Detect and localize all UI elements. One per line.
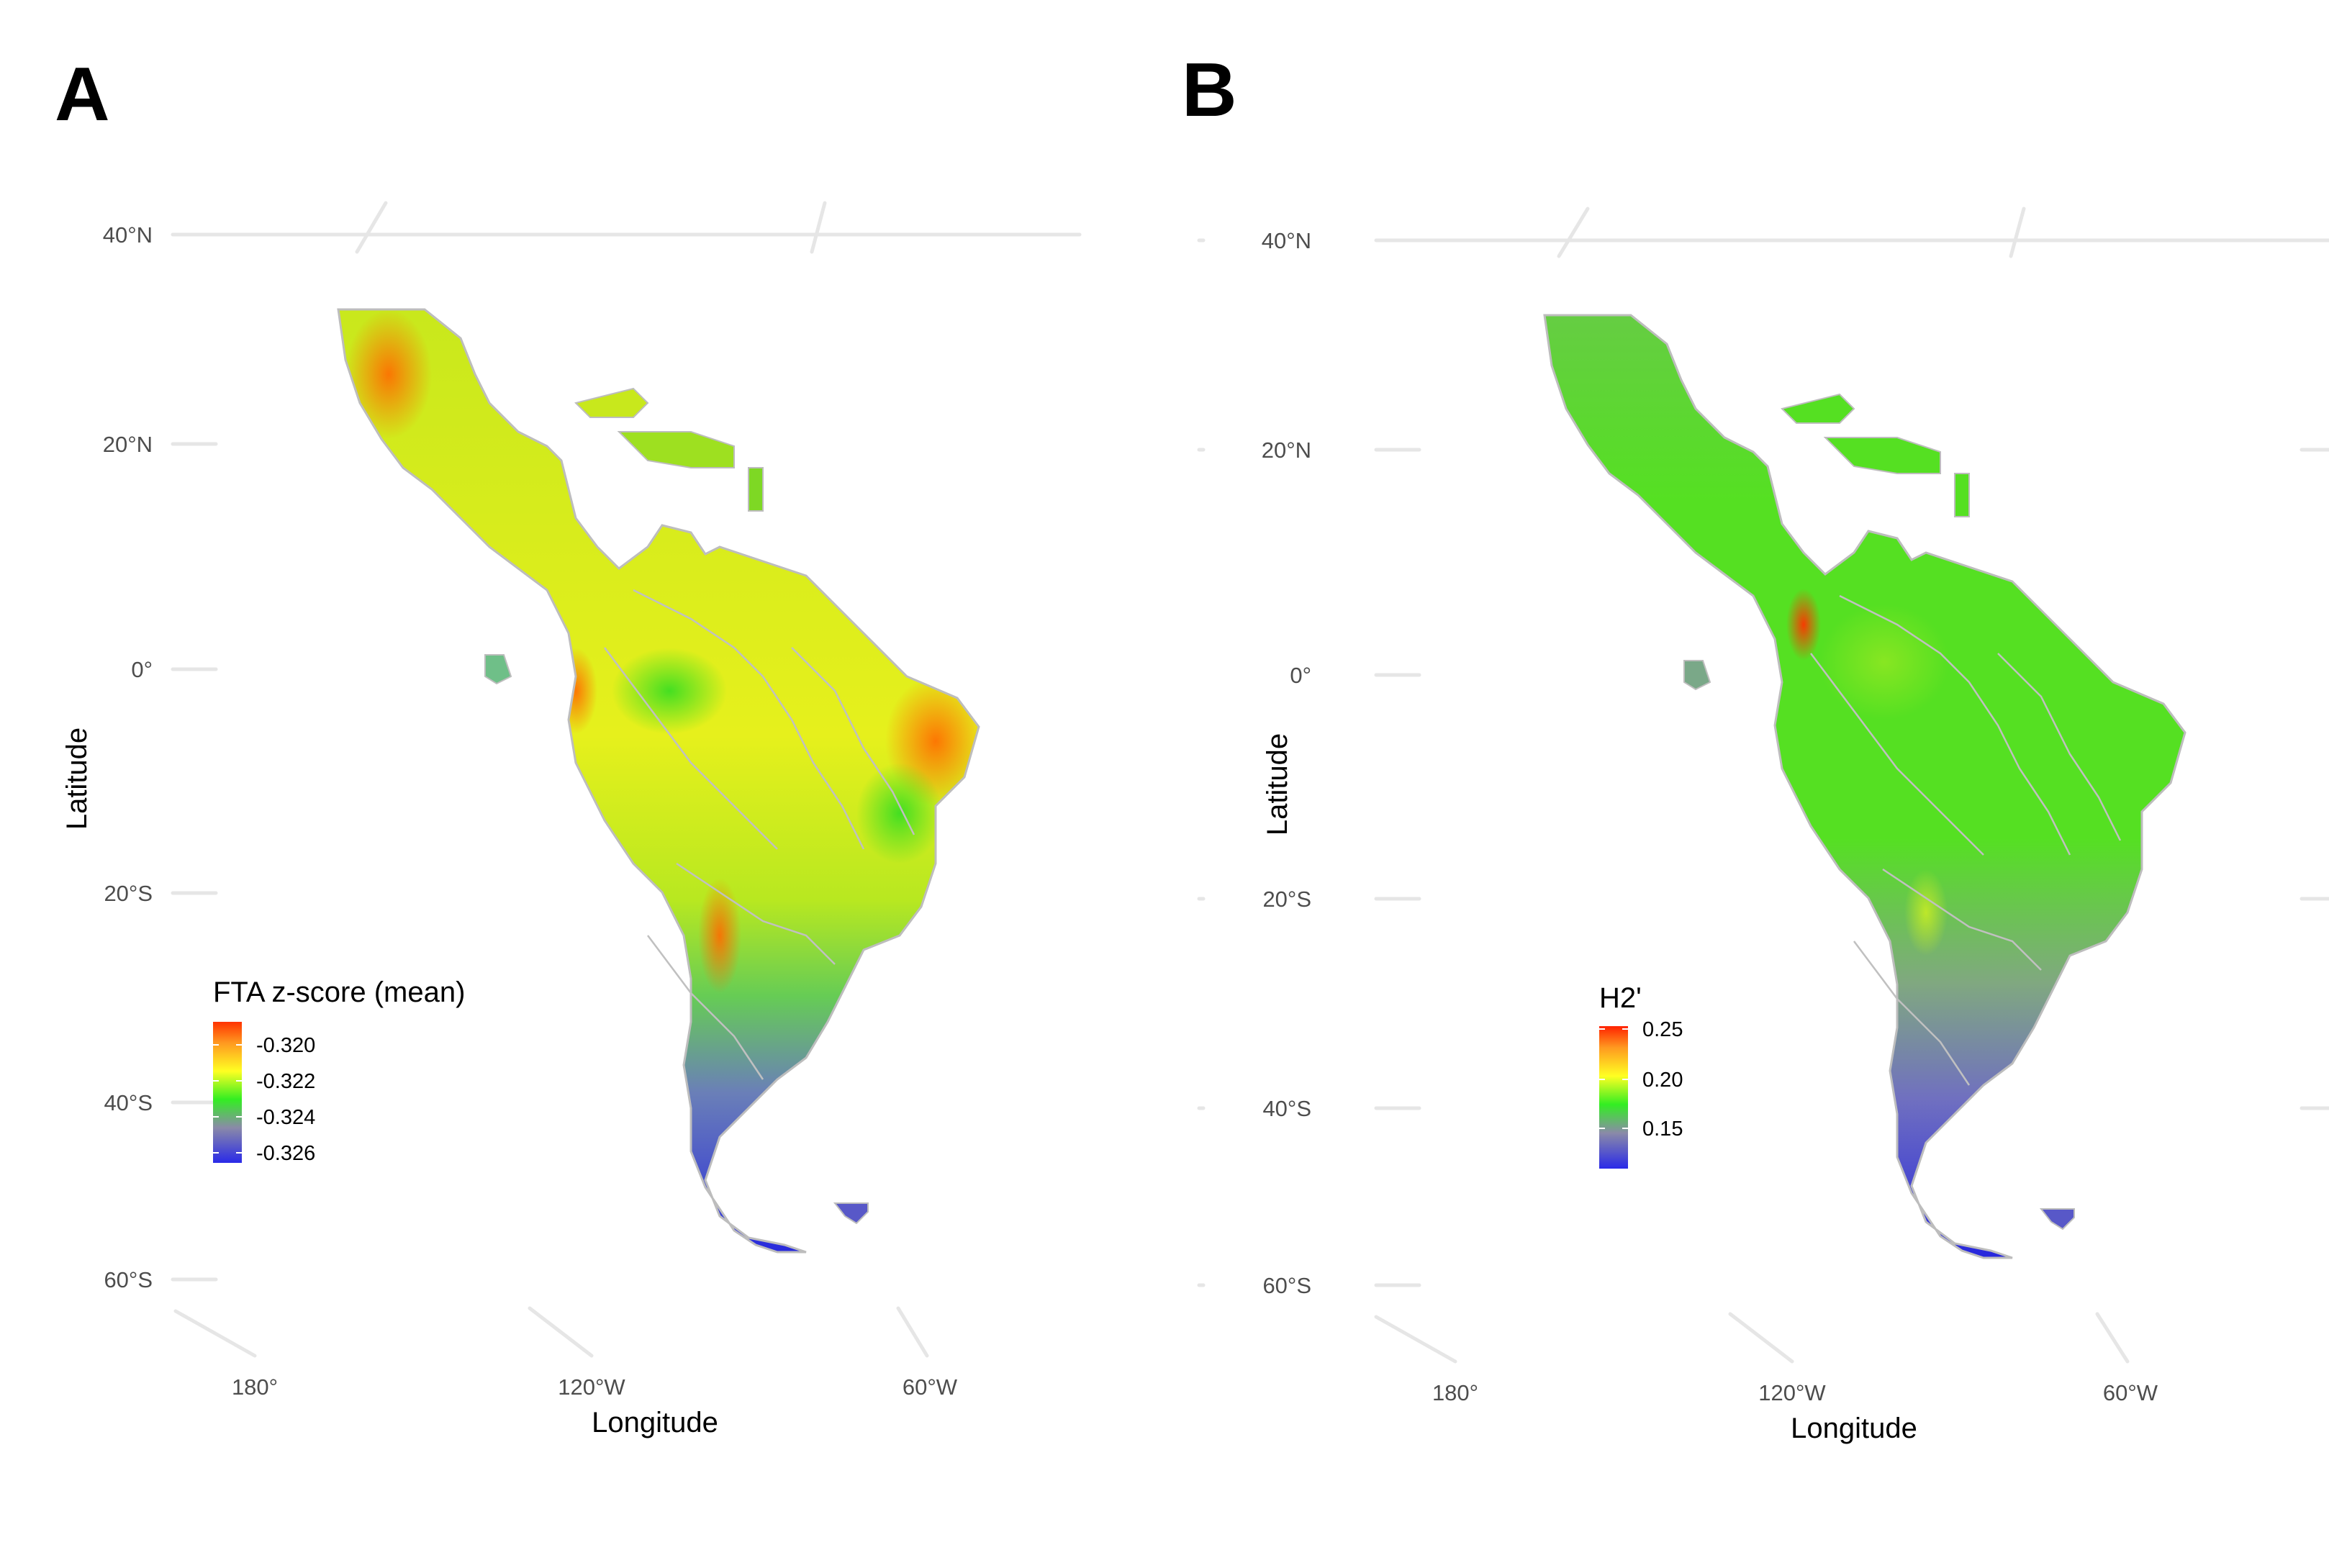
lat-tick-label: 20°S xyxy=(1262,887,1311,912)
lat-tick-label: 40°S xyxy=(104,1090,153,1115)
graticule-meridian xyxy=(810,201,827,254)
legend-label: -0.322 xyxy=(256,1070,315,1093)
lat-tick-label: 20°N xyxy=(103,432,153,457)
lat-tick-label: 60°S xyxy=(1262,1273,1311,1298)
map-b: 40°N 20°N 0° 20°S 40°S 60°S 180° 120°W 6… xyxy=(1197,207,2329,1444)
legend-label: 0.20 xyxy=(1642,1069,1683,1092)
legend-title: H2' xyxy=(1599,982,1642,1014)
panel-b: B xyxy=(1164,0,2329,1568)
lat-tick-label: 0° xyxy=(1290,663,1311,688)
lat-tick-label: 60°S xyxy=(104,1267,153,1292)
lon-tick-label: 60°W xyxy=(2103,1380,2158,1405)
legend: FTA z-score (mean) -0.320 -0.322 -0.324 … xyxy=(213,976,465,1165)
lon-tick-label: 120°W xyxy=(1758,1380,1826,1405)
lat-tick-label: 40°N xyxy=(103,222,153,248)
legend-title: FTA z-score (mean) xyxy=(213,976,465,1008)
graticule-meridian xyxy=(1374,1315,1457,1364)
lat-tick-label: 20°S xyxy=(104,881,153,906)
y-axis-title: Latitude xyxy=(1262,733,1293,835)
legend: H2' 0.25 0.20 0.15 xyxy=(1599,982,1683,1169)
lat-tick-label: 20°N xyxy=(1262,438,1311,463)
panel-a: A xyxy=(0,0,1164,1568)
legend-label: 0.25 xyxy=(1642,1018,1683,1041)
legend-label: -0.320 xyxy=(256,1034,315,1057)
lat-tick-label: 40°S xyxy=(1262,1096,1311,1121)
lat-tick-label: 0° xyxy=(131,657,153,682)
legend-label: 0.15 xyxy=(1642,1118,1683,1141)
map-a: 40°N 20°N 0° 20°S 40°S 60°S 180° 120°W 6… xyxy=(61,201,1082,1438)
legend-colorbar xyxy=(213,1022,242,1163)
y-axis-title: Latitude xyxy=(61,728,93,830)
graticule-meridian xyxy=(1557,207,1590,258)
graticule-meridian xyxy=(528,1306,594,1358)
x-axis-title: Longitude xyxy=(592,1407,718,1438)
graticule-meridian xyxy=(2095,1312,2130,1364)
lon-tick-label: 120°W xyxy=(558,1374,625,1400)
landmass xyxy=(1543,314,2186,1259)
lon-tick-label: 180° xyxy=(1432,1380,1478,1405)
legend-label: -0.326 xyxy=(256,1142,315,1165)
landmass xyxy=(337,308,980,1254)
panel-label: B xyxy=(1182,47,1237,132)
graticule-meridian xyxy=(1728,1312,1794,1364)
legend-colorbar xyxy=(1599,1026,1628,1169)
legend-label: -0.324 xyxy=(256,1106,315,1129)
graticule-meridian xyxy=(355,201,388,254)
lon-tick-label: 60°W xyxy=(903,1374,958,1400)
graticule-meridian xyxy=(896,1306,929,1358)
lon-tick-label: 180° xyxy=(232,1374,278,1400)
lat-tick-label: 40°N xyxy=(1262,228,1311,253)
graticule-meridian xyxy=(2009,207,2026,258)
graticule-meridian xyxy=(173,1309,257,1358)
x-axis-title: Longitude xyxy=(1791,1413,1917,1444)
panel-label: A xyxy=(55,52,110,137)
